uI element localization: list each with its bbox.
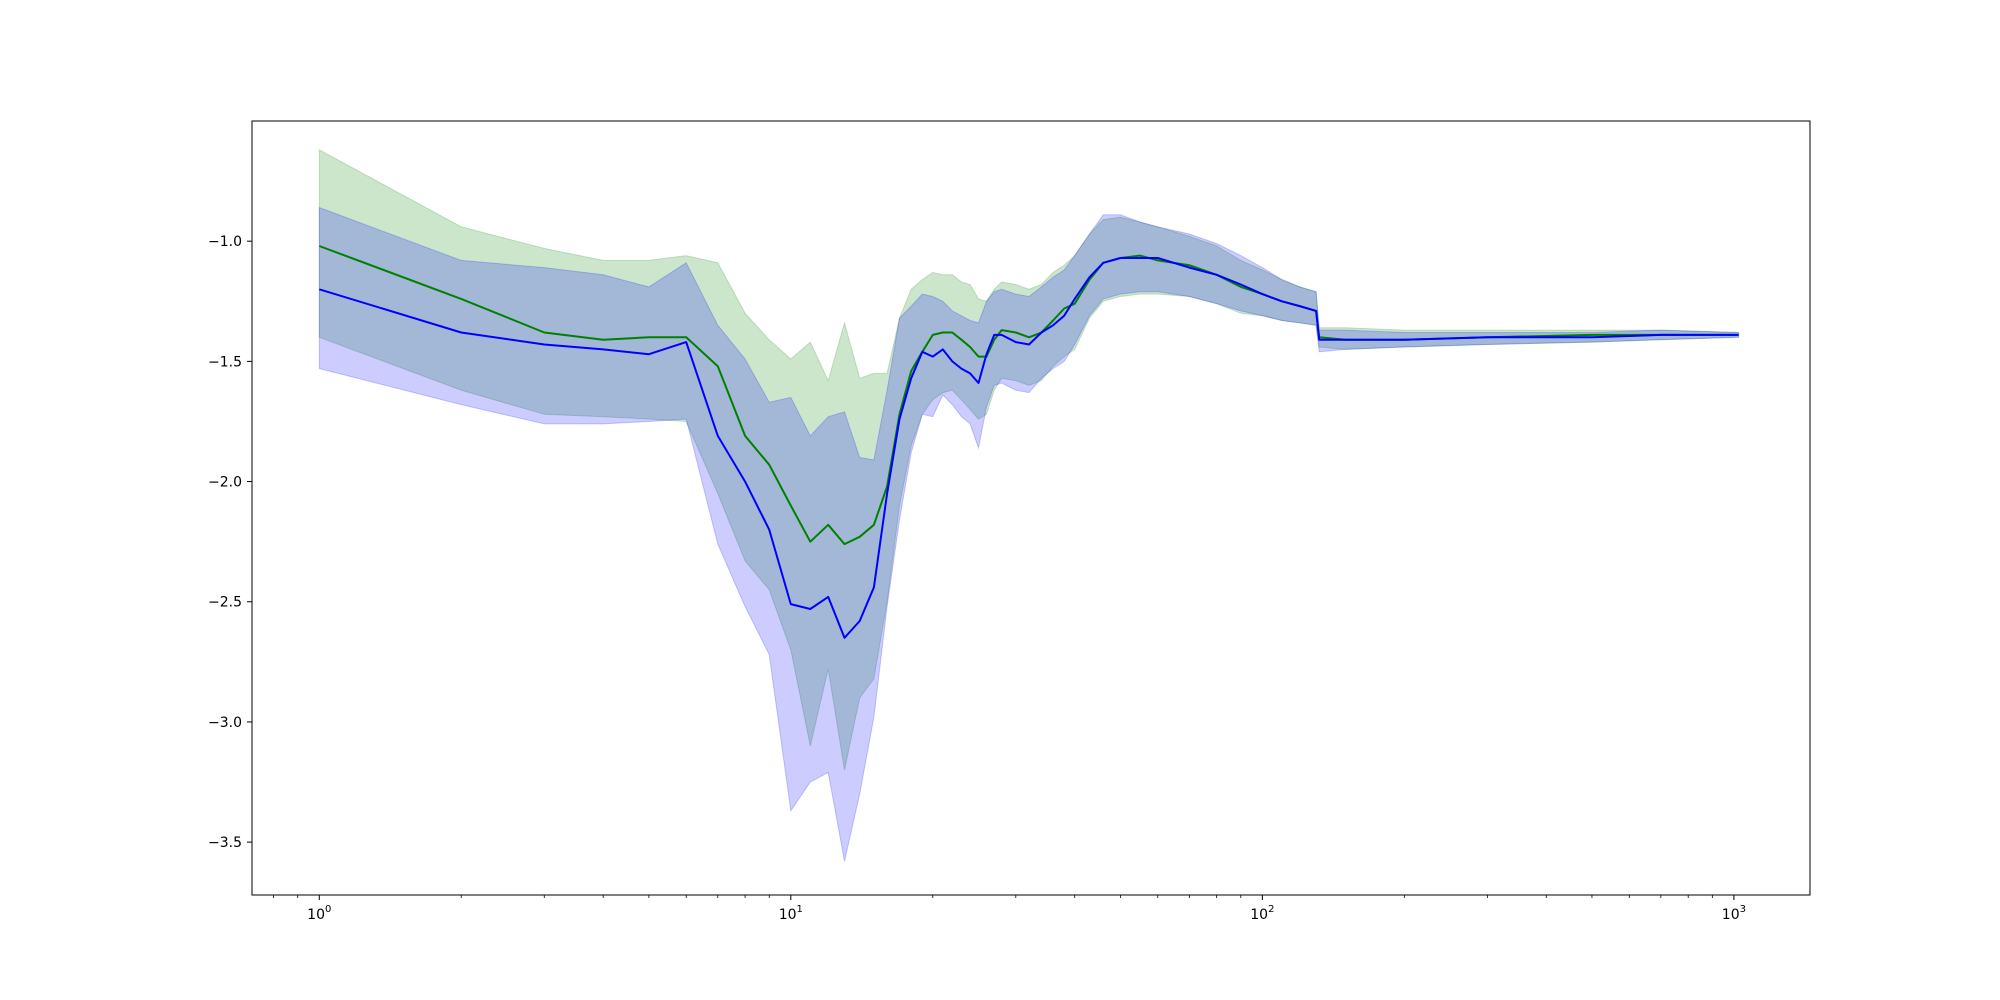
x-tick-label: 101	[779, 904, 803, 923]
y-tick-label: −1.5	[208, 354, 242, 370]
y-tick-label: −3.0	[208, 715, 242, 731]
x-tick-label: 103	[1722, 904, 1746, 923]
series-2-line	[319, 257, 1739, 639]
confidence-bands	[318, 148, 1740, 862]
y-tick-label: −2.0	[208, 475, 242, 491]
x-tick-label: 100	[307, 904, 331, 923]
y-tick-label: −1.0	[208, 234, 242, 250]
x-axis: 100 101 102 103	[273, 895, 1746, 923]
x-tick-label: 102	[1250, 904, 1274, 923]
y-tick-label: −3.5	[208, 835, 242, 851]
y-tick-label: −2.5	[208, 595, 242, 611]
series-1-band	[318, 148, 1740, 771]
series-lines	[318, 245, 1739, 639]
y-axis: −1.0 −1.5 −2.0 −2.5 −3.0 −3.5	[208, 234, 252, 851]
series-2-band	[318, 206, 1740, 862]
plot-area-frame	[251, 120, 1811, 896]
